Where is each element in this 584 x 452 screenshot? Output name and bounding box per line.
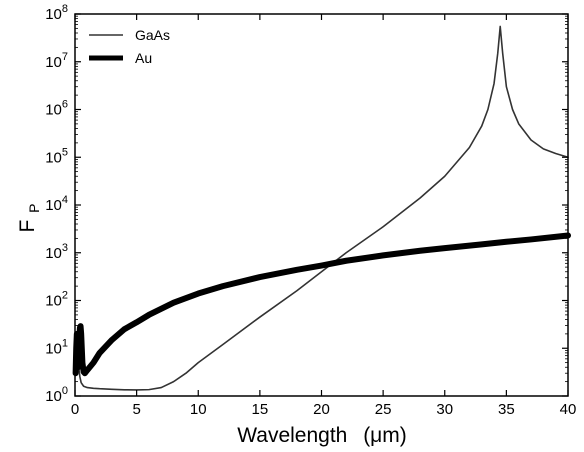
y-tick-label-exponent: 6 [62,99,68,111]
y-tick-label-base: 10 [45,197,62,214]
y-tick-label: 103 [45,242,68,262]
x-tick-label: 40 [560,401,577,418]
x-tick-label: 0 [71,401,79,418]
series-line-gaas [74,25,569,391]
y-tick-label-base: 10 [45,6,62,23]
y-tick-label: 101 [45,337,68,357]
x-tick-label: 25 [375,401,392,418]
y-tick-label-exponent: 0 [62,385,68,397]
tick-layer: 0 5 10 15 20 25 30 35 40100101102103104105106107… [45,3,576,418]
y-tick-label-exponent: 3 [62,242,68,254]
x-tick-label: 10 [190,401,207,418]
legend-label-gaas: GaAs [135,27,170,43]
y-tick-label-base: 10 [45,149,62,166]
y-tick-label: 102 [45,290,68,310]
x-tick-label: 35 [498,401,515,418]
y-tick-label-exponent: 4 [62,194,68,206]
y-tick-label-base: 10 [45,388,62,405]
legend: GaAs Au [89,27,170,66]
y-axis-label-subscript: P [26,203,42,212]
y-tick-label: 108 [45,3,68,23]
x-tick-label: 5 [132,401,140,418]
x-axis-label-unit: (μm) [363,424,407,447]
y-tick-label-exponent: 2 [62,290,68,302]
y-tick-label-base: 10 [45,340,62,357]
legend-label-au: Au [135,50,152,66]
x-axis-label: Wavelength (μm) [237,424,407,447]
x-tick-label: 20 [313,401,330,418]
y-tick-label-exponent: 1 [62,337,68,349]
y-tick-label: 107 [45,51,68,71]
x-axis-label-text: Wavelength [237,424,347,447]
y-tick-label-exponent: 5 [62,146,68,158]
y-axis-label: F P [16,203,42,232]
y-tick-label: 106 [45,99,68,119]
x-tick-label: 15 [252,401,269,418]
y-axis-label-text: F [16,220,39,233]
y-tick-label-base: 10 [45,245,62,262]
y-tick-label: 104 [45,194,68,214]
x-tick-label: 30 [436,401,453,418]
y-tick-label-exponent: 8 [62,3,68,15]
y-tick-label-base: 10 [45,54,62,71]
y-tick-label-exponent: 7 [62,51,68,63]
y-tick-label: 105 [45,146,68,166]
y-tick-label-base: 10 [45,102,62,119]
y-tick-label: 100 [45,385,68,405]
series-layer [72,25,571,391]
y-tick-label-base: 10 [45,293,62,310]
series-line-au [72,232,571,377]
